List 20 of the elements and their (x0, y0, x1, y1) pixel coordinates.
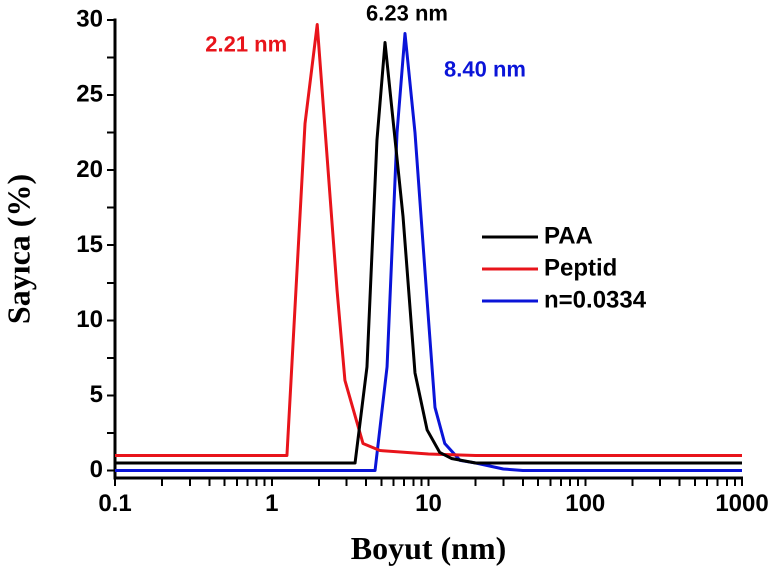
y-tick-label: 30 (76, 6, 103, 33)
annotation: 8.40 nm (444, 56, 526, 82)
x-tick-label: 10 (415, 490, 442, 518)
x-tick-label: 0.1 (98, 490, 132, 518)
y-axis-title: Sayıca (%) (0, 174, 36, 324)
legend-label: PAA (544, 222, 593, 250)
y-tick-label: 15 (76, 230, 103, 258)
x-tick-label: 1000 (715, 490, 769, 518)
annotation: 6.23 nm (366, 0, 448, 26)
x-tick-label: 100 (565, 490, 606, 518)
y-tick-label: 25 (76, 80, 103, 108)
x-axis-title: Boyut (nm) (350, 530, 506, 566)
legend-label: n=0.0334 (544, 286, 647, 314)
y-tick-label: 10 (76, 306, 103, 333)
y-tick-label: 20 (76, 156, 103, 183)
legend-label: Peptid (544, 254, 618, 282)
y-tick-label: 5 (90, 381, 103, 408)
x-tick-label: 1 (265, 490, 278, 518)
annotation: 2.21 nm (205, 32, 288, 57)
y-tick-label: 0 (90, 456, 103, 484)
